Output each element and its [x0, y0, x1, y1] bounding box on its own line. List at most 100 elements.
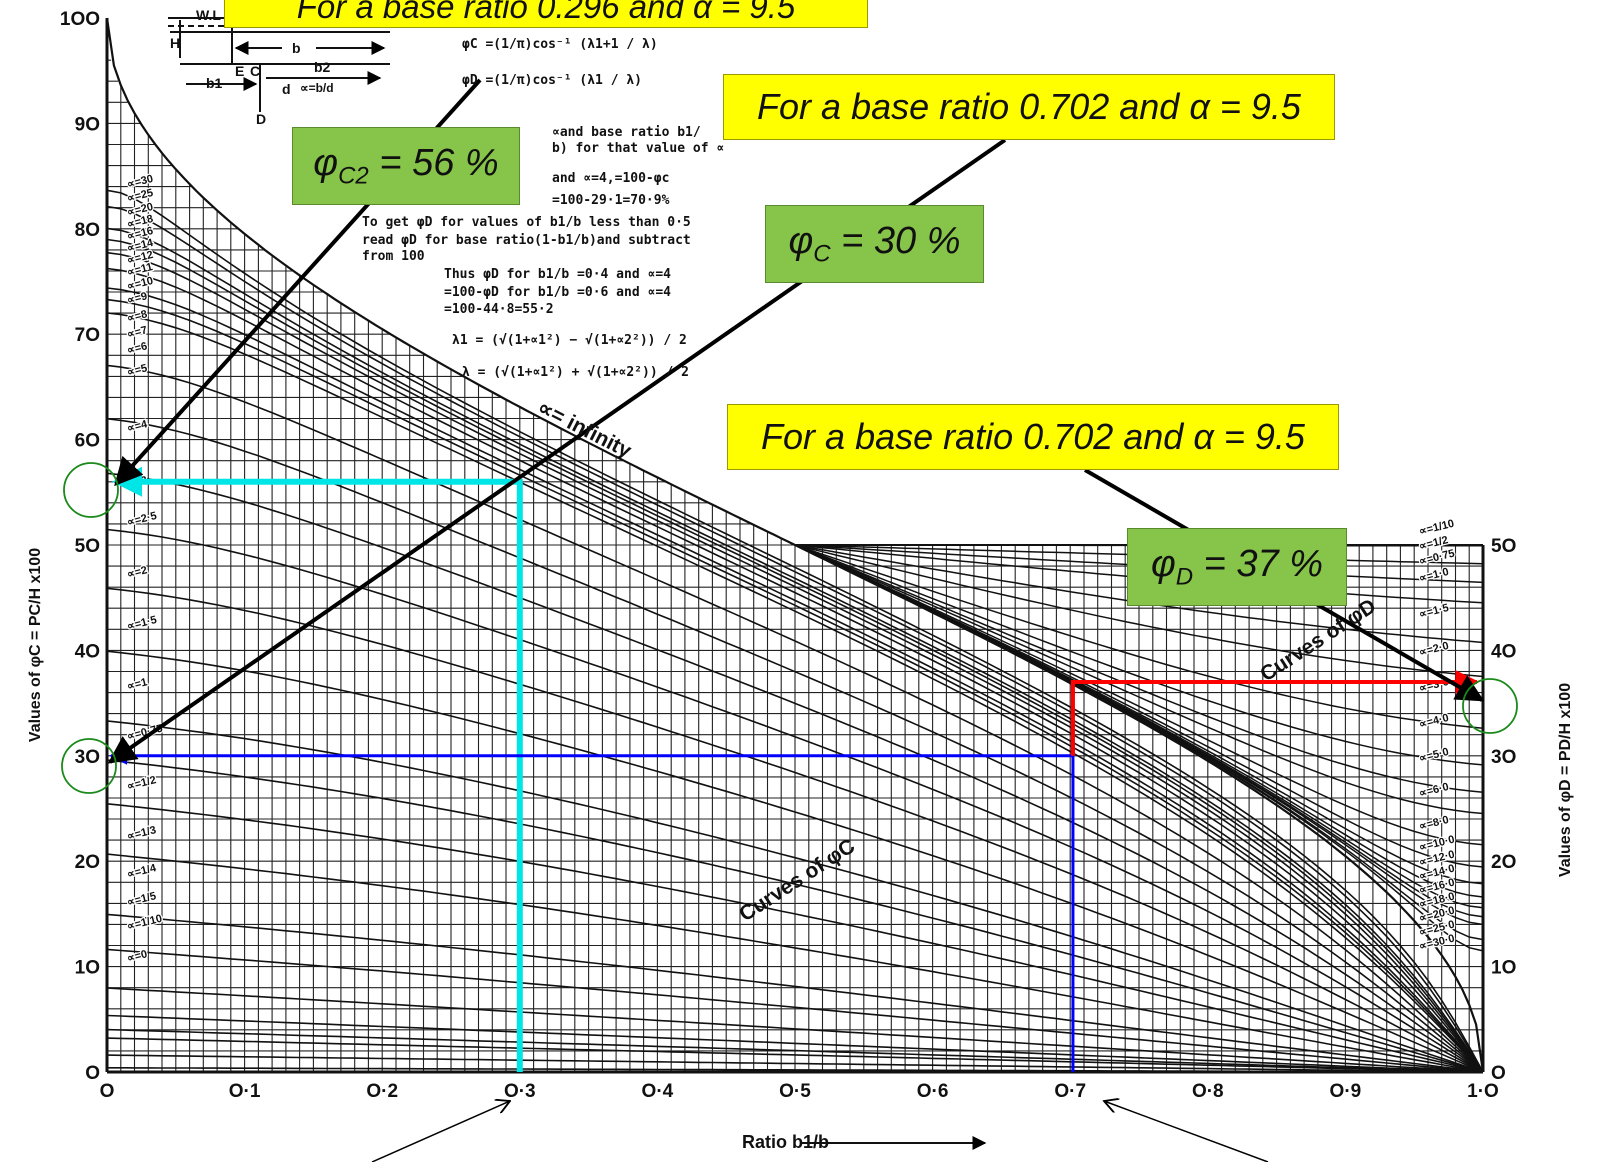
- phic-curve: [106, 720, 1484, 1073]
- phic-curve: [106, 803, 1484, 1073]
- dam-sketch-inset: [168, 16, 390, 112]
- phic-curve: [106, 759, 1484, 1073]
- x-tick-label: O: [100, 1081, 115, 1102]
- y-axis-title-right: Values of φD = PD/H x100: [1557, 683, 1574, 877]
- phic-curve: [106, 528, 1484, 1073]
- phic-curve-label: ∝=1/4: [126, 862, 158, 881]
- svg-text:∝=b/d: ∝=b/d: [300, 81, 334, 95]
- y-tick-label-left: 7O: [75, 325, 100, 346]
- y-tick-label-left: 4O: [75, 641, 100, 662]
- x-tick-label: O·6: [917, 1081, 949, 1102]
- phic-curve-label: ∝=6: [126, 340, 149, 357]
- phic-curve: [106, 1037, 1484, 1073]
- base-ratio-box-c: For a base ratio 0.702 and α = 9.5: [723, 74, 1335, 140]
- y-tick-label-left: 6O: [75, 431, 100, 452]
- phic-curve-label: ∝=7: [126, 324, 149, 341]
- reading-circle-37: [1462, 678, 1518, 734]
- phid-curve: [794, 544, 1484, 952]
- svg-text:d: d: [282, 81, 291, 97]
- x-tick-label: O·1: [229, 1081, 261, 1102]
- phid-curve-label: ∝=8·0: [1418, 814, 1450, 833]
- phic-curve: [106, 267, 1484, 1073]
- phid-curve-label: ∝=2·0: [1418, 640, 1450, 659]
- phic-curve: [106, 587, 1484, 1073]
- svg-text:C: C: [250, 63, 260, 79]
- x-tick-label: O·7: [1054, 1081, 1086, 1102]
- phid-curve: [794, 544, 1484, 766]
- base-ratio-text-d: For a base ratio 0.702 and α = 9.5: [761, 416, 1305, 457]
- phic-curve: [106, 1014, 1484, 1073]
- phic-curve-label: ∝=2·5: [126, 510, 158, 529]
- reading-lines: [109, 466, 1480, 1072]
- y-tick-label-left: 9O: [75, 114, 100, 135]
- svg-text:b1: b1: [206, 75, 223, 91]
- phi-c-result-text: φC = 30 %: [788, 219, 961, 268]
- phid-curve: [794, 544, 1484, 815]
- dam-sketch-labels: W.L H b b1 b2 E C d D ∝=b/d: [170, 7, 334, 127]
- x-tick-label: O·4: [642, 1081, 674, 1102]
- reading-circle-56: [63, 462, 119, 518]
- phic-curve: [106, 251, 1484, 1073]
- svg-text:b: b: [292, 40, 301, 56]
- y-tick-label-right: 1O: [1491, 958, 1516, 979]
- phic-curve-label: ∝=1/5: [126, 890, 158, 909]
- y-tick-label-left: 5O: [75, 536, 100, 557]
- phid-curve: [794, 544, 1484, 730]
- pointer-to-x-0-7: [1104, 1101, 1269, 1162]
- phic-curve-label: ∝=1: [126, 676, 149, 693]
- y-tick-label-right: O: [1491, 1063, 1506, 1084]
- y-tick-label-right: 2O: [1491, 852, 1516, 873]
- svg-text:W.L: W.L: [196, 7, 221, 23]
- y-tick-label-left: 1O: [75, 958, 100, 979]
- phic-curve: [106, 238, 1484, 1073]
- phi-d-result-box: φD = 37 %: [1127, 528, 1347, 606]
- phic-curve-label: ∝=9: [126, 290, 149, 307]
- phi-c2-result-box: φC2 = 56 %: [292, 127, 520, 205]
- svg-text:λ = (√(1+∝1²) + √(1+∝2²)) / 2: λ = (√(1+∝1²) + √(1+∝2²)) / 2: [462, 365, 689, 380]
- phic-curve: [106, 650, 1484, 1073]
- phid-curve: [794, 544, 1484, 794]
- x-tick-label: O·5: [779, 1081, 811, 1102]
- pointer-to-x-0-3: [371, 1101, 510, 1162]
- svg-text:and ∝=4,=100-φc: and ∝=4,=100-φc: [552, 171, 669, 186]
- svg-text:φC =(1/π)cos⁻¹ (λ1+1 / λ): φC =(1/π)cos⁻¹ (λ1+1 / λ): [462, 37, 658, 52]
- formula-block: φC =(1/π)cos⁻¹ (λ1+1 / λ) φD =(1/π)cos⁻¹…: [362, 37, 724, 380]
- phid-curve: [794, 544, 1484, 678]
- y-tick-label-left: 8O: [75, 220, 100, 241]
- phic-curve-label: ∝=8: [126, 308, 149, 325]
- base-ratio-text-c: For a base ratio 0.702 and α = 9.5: [757, 86, 1301, 127]
- phid-curve-label: ∝=1·5: [1418, 602, 1450, 621]
- phic-curve: [106, 227, 1484, 1073]
- phic-curve-label: ∝=4: [126, 418, 150, 435]
- phi-c-result-box: φC = 30 %: [765, 205, 984, 283]
- x-tick-label: O·8: [1192, 1081, 1224, 1102]
- x-tick-label: O·3: [504, 1081, 536, 1102]
- cyan-reading-line: [112, 466, 523, 1072]
- y-tick-label-left: 2O: [75, 852, 100, 873]
- phid-curve-label: ∝=5·0: [1418, 746, 1450, 765]
- svg-text:b2: b2: [314, 59, 331, 75]
- top-base-ratio-box: For a base ratio 0.296 and α = 9.5: [224, 0, 868, 28]
- phid-curve-label: ∝=1/10: [1418, 518, 1456, 538]
- svg-text:read φD for base ratio(1-b1/b): read φD for base ratio(1-b1/b)and subtra…: [362, 233, 691, 248]
- y-tick-label-right: 5O: [1491, 536, 1516, 557]
- phic-curve: [106, 987, 1484, 1073]
- svg-text:To get φD for values of b1/b l: To get φD for values of b1/b less than 0…: [362, 215, 691, 230]
- x-axis-title: Ratio b1/b: [742, 1132, 829, 1152]
- phic-curve: [106, 189, 1484, 1073]
- svg-text:from 100: from 100: [362, 249, 425, 264]
- top-base-ratio-text: For a base ratio 0.296 and α = 9.5: [296, 0, 796, 25]
- svg-text:λ1 = (√(1+∝1²) − √(1+∝2²)) / 2: λ1 = (√(1+∝1²) − √(1+∝2²)) / 2: [452, 333, 687, 348]
- svg-text:Thus φD for b1/b =0·4 and ∝=4: Thus φD for b1/b =0·4 and ∝=4: [444, 267, 671, 282]
- chart-curves: [105, 17, 1485, 1073]
- svg-text:=100-φD for b1/b =0·6 and ∝=4: =100-φD for b1/b =0·6 and ∝=4: [444, 285, 671, 300]
- phic-curve: [106, 205, 1484, 1073]
- phic-curve: [106, 913, 1484, 1073]
- reading-circle-30: [61, 738, 117, 794]
- phic-curve: [106, 298, 1484, 1073]
- svg-text:∝and base ratio b1/: ∝and base ratio b1/: [552, 125, 701, 140]
- phic-curve-label: ∝=1·5: [126, 614, 158, 633]
- y-tick-label-left: 3O: [75, 747, 100, 768]
- y-tick-label-right: 3O: [1491, 747, 1516, 768]
